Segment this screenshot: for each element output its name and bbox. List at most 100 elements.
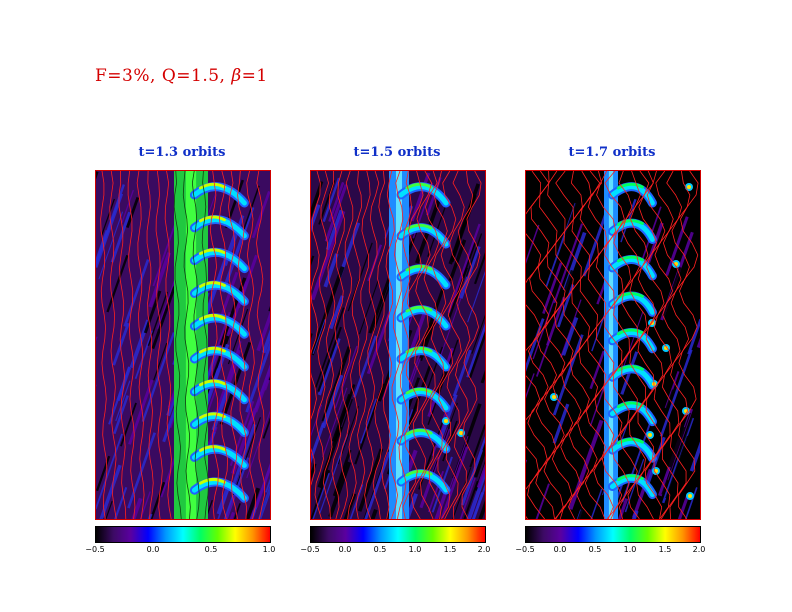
spiral-arc [609, 220, 655, 242]
density-streak [450, 194, 477, 263]
spiral-arc-peak [198, 346, 226, 354]
field-line [256, 171, 265, 519]
density-streak [447, 223, 481, 313]
field-line [669, 171, 691, 519]
field-line [389, 171, 404, 519]
field-line [331, 171, 345, 519]
panel-3-plot [526, 171, 700, 519]
field-line [109, 171, 117, 519]
spiral-arc [609, 366, 655, 388]
field-line [402, 171, 424, 519]
field-line [526, 171, 542, 519]
density-streak [657, 389, 676, 433]
spiral-arc [191, 249, 247, 272]
density-streak [561, 317, 579, 356]
density-streak [640, 433, 675, 519]
density-streak [311, 266, 345, 356]
density-streak [565, 458, 585, 511]
density-streak [553, 223, 584, 304]
density-streak [322, 387, 348, 458]
colorbar-tick: 0.5 [373, 545, 387, 554]
density-streak [322, 177, 341, 223]
density-clump-core [648, 433, 652, 437]
density-streak [233, 503, 241, 519]
spiral-arc [398, 184, 449, 206]
density-streak [677, 493, 690, 519]
field-line [136, 171, 145, 519]
density-streak [112, 322, 130, 366]
density-streak [687, 318, 700, 355]
spiral-arc-peak [616, 437, 644, 445]
density-streak [265, 478, 270, 493]
density-streak [339, 398, 353, 435]
colorbar-tick: 0.0 [338, 545, 352, 554]
density-streak [452, 403, 482, 479]
density-streak [532, 178, 563, 254]
spiral-arc-peak [616, 219, 644, 226]
density-streak [127, 432, 157, 509]
density-streak [680, 261, 700, 319]
density-streak [106, 254, 129, 313]
density-streak [311, 210, 346, 301]
field-line [527, 171, 550, 519]
field-line [461, 171, 482, 519]
field-line [653, 171, 674, 519]
spiral-arc-peak [198, 445, 226, 452]
density-streak [101, 198, 115, 236]
density-streak [574, 233, 607, 321]
colorbar-tick: 1.5 [443, 545, 457, 554]
density-streak [552, 334, 584, 416]
field-line [323, 171, 337, 519]
density-streak [448, 435, 469, 491]
panel-1-plot [96, 171, 270, 519]
field-line [155, 171, 163, 519]
spiral-arc [609, 475, 655, 498]
density-streak [364, 451, 391, 519]
field-line [201, 171, 209, 519]
density-streak [544, 502, 554, 519]
field-line [237, 171, 247, 519]
density-streak [149, 481, 166, 519]
density-streak [131, 497, 143, 519]
panel-2-colorbar [310, 526, 486, 543]
spiral-arc-peak [198, 379, 226, 387]
density-streak [99, 464, 122, 519]
spiral-arc-peak [616, 255, 644, 263]
density-streak [563, 200, 579, 237]
density-streak [617, 498, 629, 519]
panel-3-image [525, 170, 701, 520]
density-streak [151, 286, 176, 350]
spiral-arc [191, 184, 247, 206]
density-streak [245, 341, 270, 413]
panel-3-title: t=1.7 orbits [568, 145, 656, 160]
density-streak [467, 270, 485, 323]
density-streak [129, 319, 150, 369]
spiral-arc-peak [198, 412, 226, 420]
density-clump-core [688, 494, 692, 498]
field-line [419, 171, 440, 519]
field-line [173, 171, 182, 519]
density-streak [661, 412, 691, 495]
title-prefix: F=3%, Q=1.5, [95, 66, 232, 86]
density-streak [622, 311, 644, 371]
density-streak [319, 434, 349, 514]
density-streak [359, 398, 378, 444]
panel-1-image [95, 170, 271, 520]
field-line [584, 171, 608, 519]
density-streak [663, 182, 678, 220]
field-line [559, 171, 583, 519]
density-streak [311, 422, 325, 464]
title-beta: β [231, 66, 242, 86]
density-streak [128, 379, 154, 445]
colorbar-tick: 0.5 [204, 545, 218, 554]
field-line [636, 171, 657, 519]
spiral-arc-peak [616, 364, 644, 372]
density-streak [332, 449, 352, 497]
spiral-arc-peak [616, 328, 644, 336]
field-line [452, 171, 474, 519]
panel-3-colorbar [525, 526, 701, 543]
density-streak [312, 319, 326, 354]
field-line [347, 171, 362, 519]
field-line [314, 171, 329, 519]
spiral-arc-peak [616, 474, 644, 482]
